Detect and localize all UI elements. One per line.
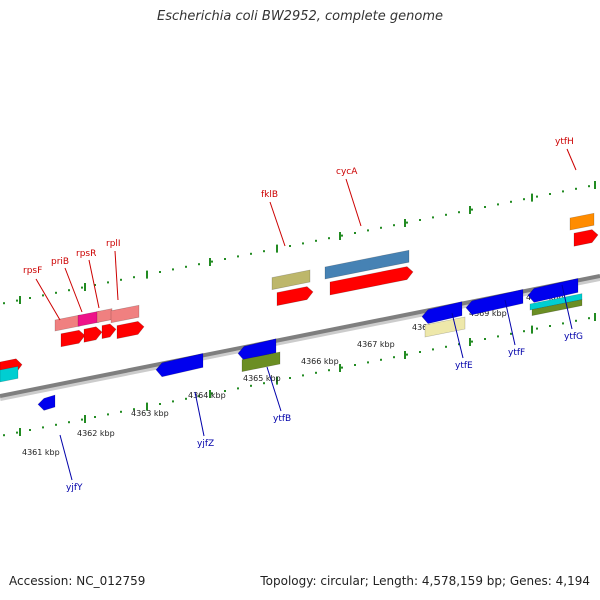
- kbp-label: 4365 kbp: [243, 374, 281, 383]
- map-title: Escherichia coli BW2952, complete genome: [157, 9, 443, 24]
- gene-yjfZ-cds: [155, 353, 204, 378]
- gene-ytfF-cds: [465, 289, 524, 316]
- gene-label-leader: [194, 391, 205, 437]
- kbp-label: 4361 kbp: [22, 448, 60, 457]
- gene-label-yjfZ: yjfZ: [197, 439, 214, 449]
- gene-label-ytfE: ytfE: [455, 361, 473, 371]
- accession-text: Accession: NC_012759: [9, 574, 146, 588]
- gene-label-rplI: rplI: [106, 239, 121, 249]
- gene-label-leader: [451, 312, 464, 359]
- gene-label-leader: [566, 148, 577, 171]
- gene-label-leader: [35, 278, 61, 321]
- gene-label-leader: [266, 366, 282, 412]
- gene-ytfE-cds: [421, 301, 463, 324]
- gene-label-ytfB: ytfB: [273, 414, 291, 424]
- gene-yjfY-cds: [37, 394, 56, 411]
- gene-label-yjfY: yjfY: [66, 483, 83, 493]
- kbp-label: 4363 kbp: [131, 409, 169, 418]
- gene-label-priB: priB: [51, 257, 69, 267]
- gene-label-leader: [345, 178, 362, 227]
- gene-label-leader: [59, 434, 73, 481]
- gene-label-leader: [88, 259, 100, 309]
- reverse-tick-line: [3, 317, 590, 437]
- gene-ytfG-cds: [527, 278, 579, 303]
- gene-label-leader: [114, 250, 119, 301]
- gene-priB-cds: [83, 326, 103, 343]
- gene-label-cycA: cycA: [336, 167, 358, 177]
- kbp-label: 4364 kbp: [188, 391, 226, 400]
- gene-label-leader: [561, 284, 573, 330]
- gene-rpsR-feature: [96, 308, 113, 323]
- gene-ytfG-feature-b: [531, 299, 583, 316]
- gene-cycA-feature: [324, 249, 410, 280]
- gene-ytfH-cds: [573, 229, 599, 247]
- gene-rplI-feature: [110, 304, 140, 324]
- gene-ytfH-feature: [569, 212, 595, 231]
- gene-cycA-cds: [329, 266, 414, 296]
- gene-rpsF-feature: [54, 314, 81, 332]
- gene-label-ytfH: ytfH: [555, 137, 574, 147]
- gene-rpsR-cds: [101, 323, 117, 339]
- gene-ytfB-feature: [241, 351, 281, 372]
- gene-rpsF-cds: [60, 329, 86, 348]
- gene-ytfE-feature: [424, 316, 466, 338]
- kbp-label: 4366 kbp: [301, 357, 339, 366]
- kbp-label: 4369 kbp: [469, 309, 507, 318]
- gene-fklB-feature: [271, 269, 311, 290]
- gene-label-leader: [504, 299, 516, 346]
- gene-label-leader: [269, 201, 286, 247]
- gene-label-fklB: fklB: [261, 190, 278, 200]
- kbp-label: 4367 kbp: [357, 340, 395, 349]
- genome-summary-text: Topology: circular; Length: 4,578,159 bp…: [260, 574, 590, 588]
- gene-label-rpsF: rpsF: [23, 266, 42, 276]
- gene-label-leader: [64, 267, 83, 313]
- gene-label-ytfG: ytfG: [564, 332, 583, 342]
- gene-cds-block: [0, 366, 19, 383]
- kbp-label: 4362 kbp: [77, 429, 115, 438]
- gene-fklB-cds: [276, 286, 314, 306]
- gene-rplI-cds: [116, 321, 145, 339]
- gene-priB-feature: [77, 310, 100, 327]
- forward-tick-line: [3, 185, 590, 305]
- gene-label-rpsR: rpsR: [76, 249, 96, 259]
- gene-label-ytfF: ytfF: [508, 348, 525, 358]
